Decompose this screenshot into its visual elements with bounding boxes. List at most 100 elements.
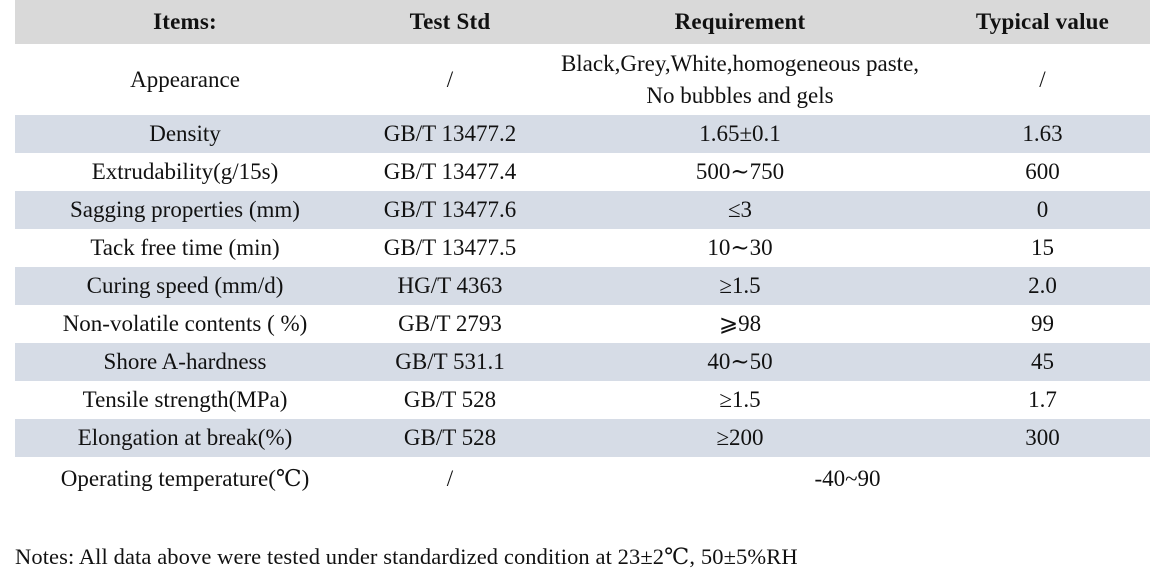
test-std-cell: GB/T 528 — [355, 381, 545, 419]
item-cell-text: Sagging properties (mm) — [70, 197, 300, 223]
item-cell-text: Appearance — [130, 66, 240, 92]
item-cell-text: Density — [149, 121, 221, 147]
typical-value-cell: / — [935, 44, 1150, 115]
requirement-cell-text: ≥1.5 — [719, 387, 761, 413]
column-header-test-std: Test Std — [355, 0, 545, 44]
typical-value-cell-text: 15 — [1031, 235, 1054, 261]
test-std-cell: GB/T 531.1 — [355, 343, 545, 381]
typical-value-cell: 0 — [935, 191, 1150, 229]
item-cell-text: Elongation at break(%) — [77, 425, 293, 451]
requirement-cell-text: ≥200 — [716, 425, 764, 451]
test-std-cell: GB/T 13477.6 — [355, 191, 545, 229]
requirement-cell: ≥200 — [545, 419, 935, 457]
typical-value-cell-text: 45 — [1031, 349, 1054, 375]
test-std-cell-text: GB/T 531.1 — [395, 349, 505, 375]
test-std-cell-text: GB/T 13477.4 — [383, 159, 517, 185]
typical-value-cell: 1.63 — [935, 115, 1150, 153]
column-header-typical-value: Typical value — [935, 0, 1150, 44]
item-cell: Appearance — [15, 44, 355, 115]
item-cell: Sagging properties (mm) — [15, 191, 355, 229]
test-std-cell: GB/T 13477.4 — [355, 153, 545, 191]
item-cell: Non-volatile contents ( %) — [15, 305, 355, 343]
test-std-cell-text: GB/T 13477.6 — [383, 197, 517, 223]
table-row: Appearance / Black,Grey,White,homogeneous … — [15, 44, 1150, 115]
typical-value-cell-text: 1.7 — [1028, 387, 1057, 413]
requirement-cell: 500∼750 — [545, 153, 935, 191]
requirement-cell: ≥1.5 — [545, 267, 935, 305]
item-cell-text: Non-volatile contents ( %) — [62, 311, 308, 337]
typical-value-cell-text: 300 — [1025, 425, 1060, 451]
item-cell: Tack free time (min) — [15, 229, 355, 267]
test-std-cell: / — [355, 44, 545, 115]
test-std-cell: GB/T 13477.5 — [355, 229, 545, 267]
table-row: Density GB/T 13477.2 1.65±0.1 1.63 — [15, 115, 1150, 153]
requirement-cell: ≥1.5 — [545, 381, 935, 419]
test-std-cell: GB/T 2793 — [355, 305, 545, 343]
table-row: Extrudability(g/15s) GB/T 13477.4 500∼750 6… — [15, 153, 1150, 191]
test-std-cell: / — [355, 457, 545, 500]
test-std-cell-text: / — [446, 66, 454, 92]
test-std-cell-text: / — [446, 465, 454, 491]
requirement-cell: 1.65±0.1 — [545, 115, 935, 153]
header-row: Items: Test Std Requirement Typical valu… — [15, 0, 1150, 44]
typical-value-cell: 99 — [935, 305, 1150, 343]
item-cell: Operating temperature(℃) — [15, 457, 355, 500]
requirement-cell-text: 1.65±0.1 — [699, 121, 781, 147]
requirement-cell-text: 10∼30 — [707, 235, 773, 261]
typical-value-cell-text: / — [1039, 66, 1046, 92]
table-row: Elongation at break(%) GB/T 528 ≥200 300 — [15, 419, 1150, 457]
item-cell-text: Operating temperature(℃) — [60, 465, 310, 491]
requirement-cell-text: 500∼750 — [695, 159, 785, 185]
typical-value-cell: 2.0 — [935, 267, 1150, 305]
item-cell: Curing speed (mm/d) — [15, 267, 355, 305]
typical-value-cell-text: 99 — [1031, 311, 1054, 337]
item-cell-text: Curing speed (mm/d) — [86, 273, 284, 299]
item-cell-text: Tensile strength(MPa) — [82, 387, 288, 413]
table-row: Curing speed (mm/d) HG/T 4363 ≥1.5 2.0 — [15, 267, 1150, 305]
typical-value-cell: 1.7 — [935, 381, 1150, 419]
test-std-cell: GB/T 13477.2 — [355, 115, 545, 153]
item-cell: Tensile strength(MPa) — [15, 381, 355, 419]
item-cell: Shore A-hardness — [15, 343, 355, 381]
requirement-cell-text: Black,Grey,White,homogeneous paste, No b… — [560, 51, 920, 108]
item-cell-text: Tack free time (min) — [90, 235, 280, 261]
table-row: Shore A-hardness GB/T 531.1 40∼50 45 — [15, 343, 1150, 381]
test-std-cell-text: GB/T 528 — [403, 425, 497, 451]
test-std-cell-text: HG/T 4363 — [397, 273, 503, 299]
test-std-cell-text: GB/T 528 — [403, 387, 497, 413]
requirement-cell: ⩾98 — [545, 305, 935, 343]
requirement-cell-text: ≤3 — [727, 197, 753, 223]
typical-value-cell-text: 0 — [1036, 197, 1049, 223]
product-spec-table: Items: Test Std Requirement Typical valu… — [15, 0, 1150, 500]
requirement-cell: 40∼50 — [545, 343, 935, 381]
requirement-cell-text: ⩾98 — [718, 311, 762, 337]
table-row: Tack free time (min) GB/T 13477.5 10∼30 15 — [15, 229, 1150, 267]
typical-value-cell-text: 600 — [1025, 159, 1060, 185]
column-header-requirement: Requirement — [545, 0, 935, 44]
typical-value-cell: 600 — [935, 153, 1150, 191]
test-std-cell-text: GB/T 13477.2 — [383, 121, 517, 147]
notes-text: Notes: All data above were tested under … — [15, 544, 798, 569]
table-row: Operating temperature(℃) / -40~90 — [15, 457, 1150, 500]
typical-value-cell: 15 — [935, 229, 1150, 267]
column-header-items: Items: — [15, 0, 355, 44]
requirement-cell: 10∼30 — [545, 229, 935, 267]
table-row: Tensile strength(MPa) GB/T 528 ≥1.5 1.7 — [15, 381, 1150, 419]
table-row: Non-volatile contents ( %) GB/T 2793 ⩾98 99 — [15, 305, 1150, 343]
test-std-cell: GB/T 528 — [355, 419, 545, 457]
typical-value-cell: 45 — [935, 343, 1150, 381]
item-cell: Extrudability(g/15s) — [15, 153, 355, 191]
typical-value-cell: 300 — [935, 419, 1150, 457]
item-cell: Density — [15, 115, 355, 153]
table-body: Appearance / Black,Grey,White,homogeneous … — [15, 44, 1150, 500]
requirement-cell-text: -40~90 — [814, 465, 881, 491]
test-std-cell-text: GB/T 2793 — [398, 311, 502, 337]
item-cell-text: Shore A-hardness — [103, 349, 267, 375]
test-std-cell: HG/T 4363 — [355, 267, 545, 305]
typical-value-cell-text: 2.0 — [1028, 273, 1057, 299]
typical-value-cell-text: 1.63 — [1022, 121, 1063, 147]
requirement-cell: Black,Grey,White,homogeneous paste, No b… — [545, 44, 935, 115]
requirement-cell: ≤3 — [545, 191, 935, 229]
item-cell-text: Extrudability(g/15s) — [91, 159, 279, 185]
